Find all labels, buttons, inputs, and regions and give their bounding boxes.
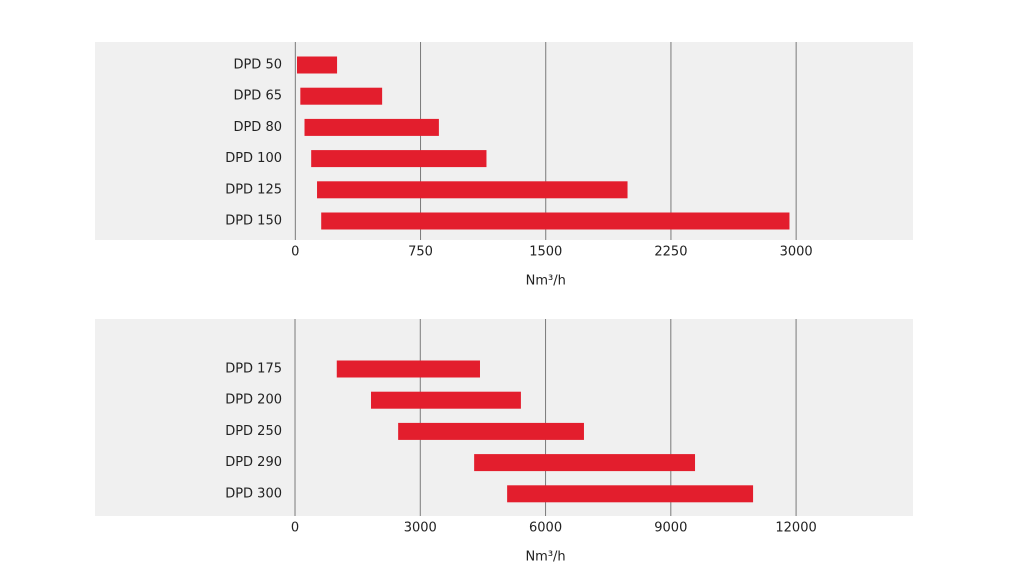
bar — [507, 485, 754, 503]
bar — [296, 56, 338, 74]
y-tick-label: DPD 65 — [233, 89, 282, 104]
bar — [371, 391, 521, 409]
y-tick-label: DPD 250 — [225, 424, 282, 439]
y-tick-label: DPD 150 — [225, 214, 282, 229]
bar — [300, 87, 383, 105]
x-tick-label: 750 — [408, 245, 433, 260]
x-tick-label: 12000 — [775, 521, 816, 536]
bar — [317, 181, 628, 199]
y-tick-label: DPD 200 — [225, 393, 282, 408]
bar — [398, 422, 584, 440]
y-tick-label: DPD 300 — [225, 486, 282, 501]
x-tick-label: 0 — [291, 245, 299, 260]
y-tick-label: DPD 100 — [225, 151, 282, 166]
x-tick-label: 3000 — [404, 521, 437, 536]
bar — [321, 212, 790, 230]
x-tick-label: 2250 — [654, 245, 687, 260]
y-tick-label: DPD 50 — [233, 58, 282, 73]
bar — [336, 360, 480, 378]
y-tick-label: DPD 175 — [225, 362, 282, 377]
bar — [474, 454, 696, 472]
y-tick-label: DPD 290 — [225, 455, 282, 470]
x-tick-label: 9000 — [654, 521, 687, 536]
x-tick-label: 1500 — [529, 245, 562, 260]
x-axis-title: Nm³/h — [525, 550, 565, 565]
y-tick-label: DPD 125 — [225, 182, 282, 197]
bar — [311, 150, 487, 168]
x-tick-label: 0 — [291, 521, 299, 536]
x-tick-label: 3000 — [780, 245, 813, 260]
x-axis-title: Nm³/h — [526, 274, 566, 289]
plot-area — [95, 42, 913, 240]
x-tick-label: 6000 — [529, 521, 562, 536]
y-tick-label: DPD 80 — [233, 120, 282, 135]
bar — [304, 118, 439, 136]
plot-area — [95, 319, 913, 516]
